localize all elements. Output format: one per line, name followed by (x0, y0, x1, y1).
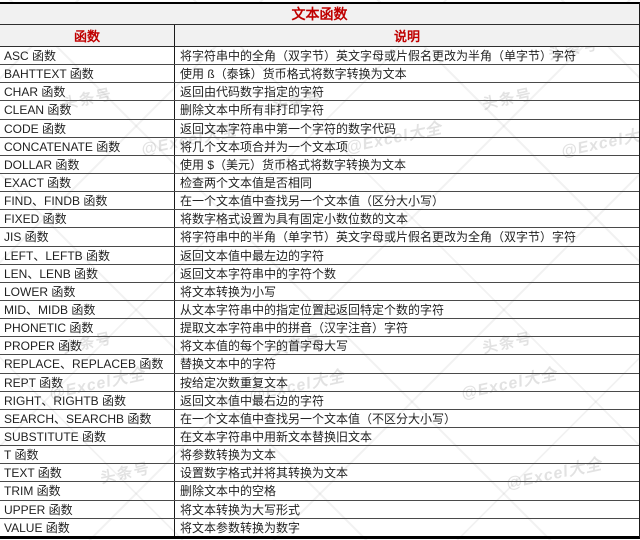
table-row: PROPER 函数 将文本值的每个字的首字母大写 (0, 337, 639, 356)
function-description-cell: 将字符串中的半角（单字节）英文字母或片假名更改为全角（双字节）字符 (180, 230, 577, 245)
function-name-cell: SEARCH、SEARCHB 函数 (0, 409, 175, 427)
function-description-cell: 将文本转换为大写形式 (180, 502, 301, 517)
function-description-cell: 将文本值的每个字的首字母大写 (180, 339, 349, 354)
function-name-cell: BAHTTEXT 函数 (0, 65, 175, 83)
function-description-cell: 在一个文本值中查找另一个文本值（不区分大小写） (180, 411, 457, 426)
function-description-cell: 将几个文本项合并为一个文本项 (180, 139, 349, 154)
function-description-cell: 删除文本中的空格 (180, 484, 277, 499)
table-row: FIXED 函数 将数字格式设置为具有固定小数位数的文本 (0, 210, 639, 229)
function-description-cell: 将数字格式设置为具有固定小数位数的文本 (180, 212, 409, 227)
function-description-cell: 返回文本字符串中第一个字符的数字代码 (180, 121, 397, 136)
function-name-cell: TRIM 函数 (0, 482, 175, 500)
function-name-cell: LEN、LENB 函数 (0, 264, 175, 282)
function-description-cell: 检查两个文本值是否相同 (180, 176, 313, 191)
table-row: SUBSTITUTE 函数 在文本字符串中用新文本替换旧文本 (0, 427, 639, 447)
table-body: ASC 函数 将字符串中的全角（双字节）英文字母或片假名更改为半角（单字节）字符 B… (0, 47, 639, 536)
function-name-cell: EXACT 函数 (0, 173, 175, 192)
table-row: RIGHT、RIGHTB 函数 返回文本值中最右边的字符 (0, 391, 639, 410)
function-name-cell: VALUE 函数 (0, 518, 175, 536)
table-row: JIS 函数 将字符串中的半角（单字节）英文字母或片假名更改为全角（双字节）字符 (0, 228, 639, 247)
table-row: LEFT、LEFTB 函数 返回文本值中最左边的字符 (0, 246, 639, 265)
table-row: BAHTTEXT 函数 使用 ß（泰铢）货币格式将数字转换为文本 (0, 65, 639, 84)
function-description-cell: 返回文本值中最右边的字符 (180, 393, 325, 408)
function-description-cell: 返回文本字符串中的字符个数 (180, 266, 337, 281)
table-row: CLEAN 函数 删除文本中所有非打印字符 (0, 101, 639, 120)
table-row: ASC 函数 将字符串中的全角（双字节）英文字母或片假名更改为半角（单字节）字符 (0, 47, 639, 66)
function-description-cell: 使用 ß（泰铢）货币格式将数字转换为文本 (180, 67, 407, 82)
table-header-row: 函数 说明 (0, 25, 639, 47)
table-row: UPPER 函数 将文本转换为大写形式 (0, 500, 639, 519)
table-row: MID、MIDB 函数 从文本字符串中的指定位置起返回特定个数的字符 (0, 300, 639, 320)
table-title: 文本函数 (0, 4, 639, 25)
function-name-cell: LOWER 函数 (0, 282, 175, 300)
function-name-cell: TEXT 函数 (0, 464, 175, 482)
function-description-cell: 从文本字符串中的指定位置起返回特定个数的字符 (180, 303, 445, 318)
function-description-cell: 在文本字符串中用新文本替换旧文本 (180, 430, 373, 445)
table-row: CODE 函数 返回文本字符串中第一个字符的数字代码 (0, 119, 639, 138)
function-name-cell: FIND、FINDB 函数 (0, 192, 175, 210)
function-name-cell: RIGHT、RIGHTB 函数 (0, 391, 175, 409)
function-description-cell: 将参数转换为文本 (180, 448, 277, 463)
table-row: CHAR 函数 返回由代码数字指定的字符 (0, 83, 639, 102)
function-description-cell: 在一个文本值中查找另一个文本值（区分大小写） (180, 194, 445, 209)
table-row: REPLACE、REPLACEB 函数 替换文本中的字符 (0, 355, 639, 374)
function-description-cell: 将字符串中的全角（双字节）英文字母或片假名更改为半角（单字节）字符 (180, 49, 577, 64)
function-name-cell: REPLACE、REPLACEB 函数 (0, 355, 175, 373)
function-description-cell: 按给定次数重复文本 (180, 375, 289, 390)
function-description-cell: 返回由代码数字指定的字符 (180, 85, 325, 100)
function-name-cell: PHONETIC 函数 (0, 319, 175, 337)
function-description-cell: 将文本参数转换为数字 (180, 520, 301, 535)
table-row: DOLLAR 函数 使用 $（美元）货币格式将数字转换为文本 (0, 155, 639, 174)
function-name-cell: ASC 函数 (0, 47, 175, 65)
function-name-cell: SUBSTITUTE 函数 (0, 427, 175, 446)
table-row: LOWER 函数 将文本转换为小写 (0, 282, 639, 301)
table-row: REPT 函数 按给定次数重复文本 (0, 373, 639, 392)
function-description-cell: 返回文本值中最左边的字符 (180, 248, 325, 263)
table-row: TEXT 函数 设置数字格式并将其转换为文本 (0, 464, 639, 483)
table-row: TRIM 函数 删除文本中的空格 (0, 482, 639, 501)
function-name-cell: JIS 函数 (0, 228, 175, 246)
function-name-cell: LEFT、LEFTB 函数 (0, 246, 175, 264)
function-name-cell: CONCATENATE 函数 (0, 137, 175, 155)
table-row: EXACT 函数 检查两个文本值是否相同 (0, 173, 639, 193)
table-row: VALUE 函数 将文本参数转换为数字 (0, 518, 639, 536)
table-row: SEARCH、SEARCHB 函数 在一个文本值中查找另一个文本值（不区分大小写） (0, 409, 639, 428)
function-name-cell: CLEAN 函数 (0, 101, 175, 119)
function-description-cell: 使用 $（美元）货币格式将数字转换为文本 (180, 157, 407, 172)
function-description-cell: 删除文本中所有非打印字符 (180, 103, 325, 118)
function-description-cell: 替换文本中的字符 (180, 357, 277, 372)
function-description-cell: 将文本转换为小写 (180, 284, 277, 299)
function-name-cell: UPPER 函数 (0, 500, 175, 518)
column-header-function: 函数 (0, 25, 175, 46)
table-row: CONCATENATE 函数 将几个文本项合并为一个文本项 (0, 137, 639, 156)
function-name-cell: CODE 函数 (0, 119, 175, 137)
function-description-cell: 设置数字格式并将其转换为文本 (180, 466, 349, 481)
table-row: FIND、FINDB 函数 在一个文本值中查找另一个文本值（区分大小写） (0, 192, 639, 211)
function-name-cell: DOLLAR 函数 (0, 155, 175, 173)
table-row: PHONETIC 函数 提取文本字符串中的拼音（汉字注音）字符 (0, 319, 639, 338)
function-name-cell: REPT 函数 (0, 373, 175, 391)
function-name-cell: CHAR 函数 (0, 83, 175, 101)
function-name-cell: T 函数 (0, 446, 175, 464)
function-description-cell: 提取文本字符串中的拼音（汉字注音）字符 (180, 321, 409, 336)
table-row: T 函数 将参数转换为文本 (0, 446, 639, 465)
column-header-description: 说明 (393, 29, 420, 44)
function-name-cell: PROPER 函数 (0, 337, 175, 355)
table-row: LEN、LENB 函数 返回文本字符串中的字符个数 (0, 264, 639, 283)
function-name-cell: MID、MIDB 函数 (0, 300, 175, 319)
function-name-cell: FIXED 函数 (0, 210, 175, 228)
